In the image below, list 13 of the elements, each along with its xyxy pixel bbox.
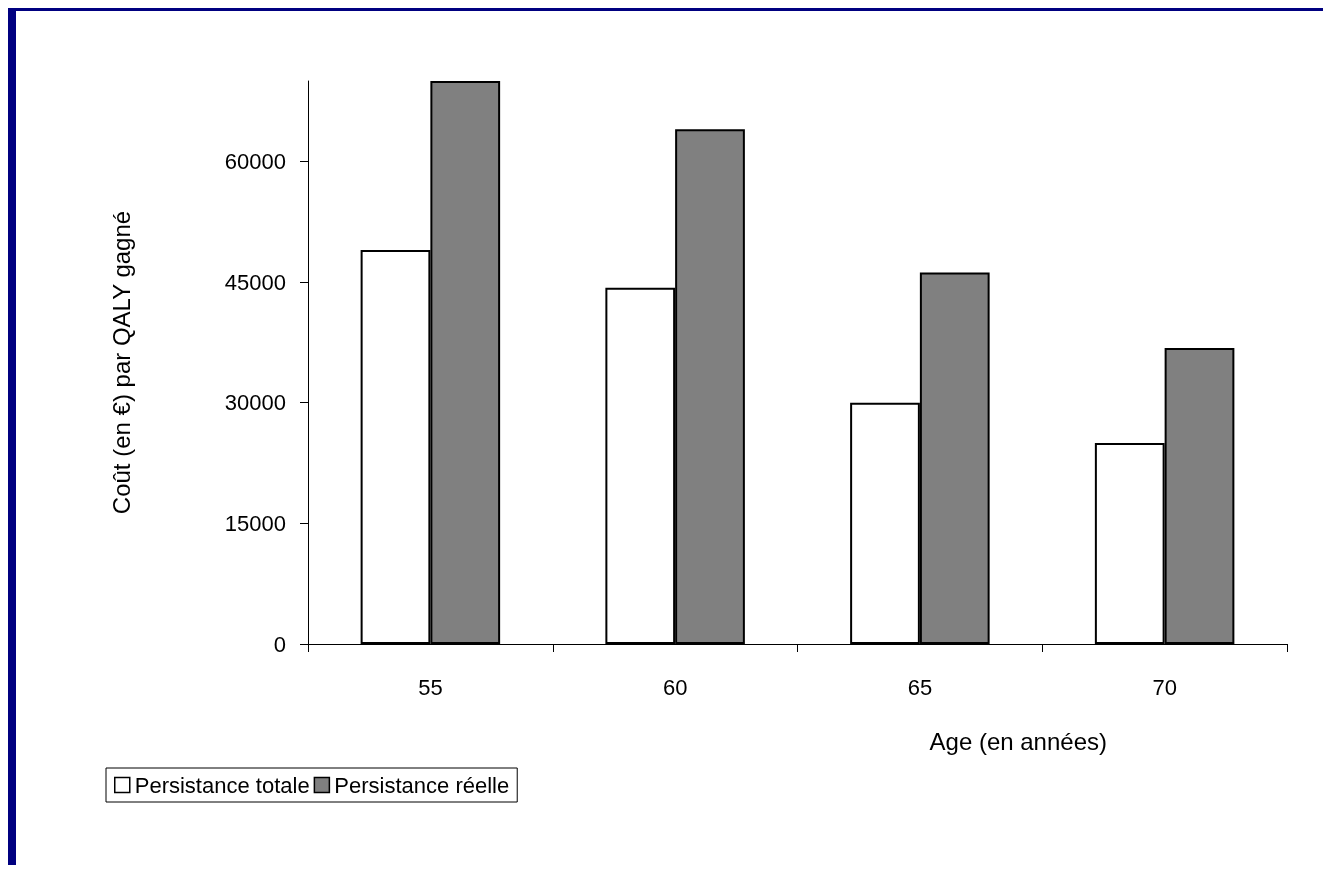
x-tick-label: 60	[662, 674, 688, 700]
y-tick-label: 45000	[224, 269, 286, 295]
legend-label: Persistance totale	[134, 772, 310, 798]
x-axis-title: Age (en années)	[929, 727, 1107, 755]
y-tick-label: 15000	[224, 510, 286, 536]
x-tick-label: 70	[1152, 674, 1177, 700]
x-tick-label: 55	[418, 674, 443, 700]
y-axis-title: Coût (en €) par QALY gagné	[107, 210, 135, 515]
x-tick-label: 65	[907, 674, 933, 700]
y-tick-label: 30000	[224, 390, 286, 416]
y-tick-label: 0	[273, 631, 286, 657]
y-tick-label: 60000	[224, 148, 286, 174]
legend-label: Persistance réelle	[334, 772, 510, 798]
